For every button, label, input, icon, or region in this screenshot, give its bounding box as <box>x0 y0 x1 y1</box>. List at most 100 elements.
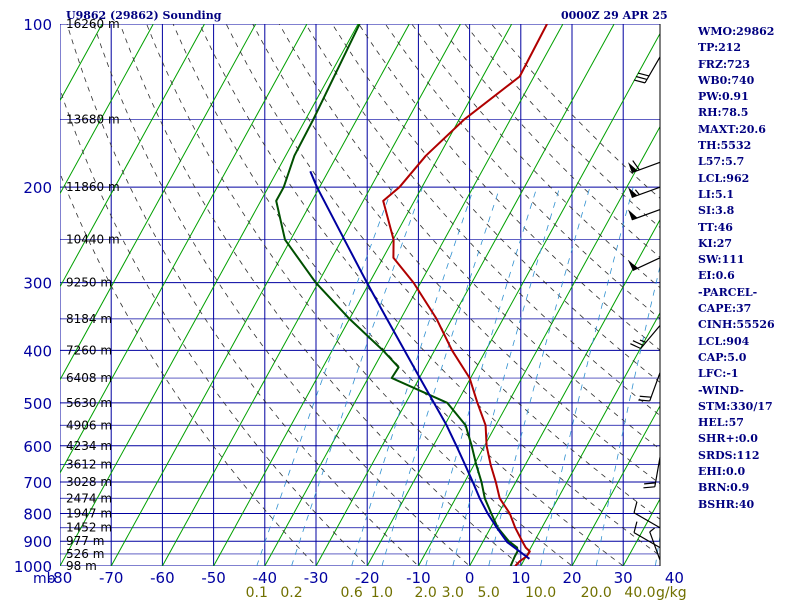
barb-pennant <box>628 260 639 271</box>
pressure-tick-label: 700 <box>23 474 52 492</box>
index-item: CINH:55526 <box>698 318 775 332</box>
index-item: MAXT:20.6 <box>698 122 766 136</box>
barb-flag <box>632 340 644 346</box>
height-label: 4906 m <box>66 418 112 432</box>
temperature-tick-label: -70 <box>99 569 124 587</box>
wind-barb <box>628 160 661 174</box>
index-item: STM:330/17 <box>698 399 773 413</box>
height-label: 4234 m <box>66 439 112 453</box>
isotherm-line <box>469 218 660 566</box>
isotherm-line <box>60 24 359 566</box>
height-label: 526 m <box>66 547 104 561</box>
barb-shaft <box>631 161 661 174</box>
wind-barb <box>643 457 661 489</box>
barb-half-flag <box>649 527 656 533</box>
dry-adiabat-line <box>331 24 660 383</box>
mixing-ratio-label: 1.0 <box>371 585 393 600</box>
index-item: HEL:57 <box>698 416 744 430</box>
pressure-axis-label: mb <box>33 571 56 587</box>
wind-barb <box>633 501 661 529</box>
mixing-ratio-unit-label: g/kg <box>656 585 687 600</box>
index-item: EHI:0.0 <box>698 465 746 479</box>
temperature-tick-label: 40 <box>665 569 684 587</box>
pressure-tick-label: 500 <box>23 395 52 413</box>
barb-flag <box>633 521 638 533</box>
wind-barb <box>633 56 661 84</box>
pressure-tick-label: 600 <box>23 438 52 456</box>
temperature-tick-label: 30 <box>614 569 633 587</box>
temperature-tick-label: -80 <box>48 569 73 587</box>
wind-barb <box>633 521 661 549</box>
height-label: 3612 m <box>66 458 112 472</box>
temperature-tick-label: -50 <box>201 569 226 587</box>
mixing-ratio-label: 0.6 <box>340 585 362 600</box>
chart-title: U9862 (29862) Sounding <box>66 9 222 22</box>
pressure-tick-label: 900 <box>23 533 52 551</box>
mixing-ratio-line <box>595 264 660 566</box>
barb-flag <box>638 399 650 402</box>
temperature-tick-label: 0 <box>465 569 475 587</box>
temperature-tick-label: -10 <box>406 569 431 587</box>
wind-barb <box>628 257 661 272</box>
barb-pennant <box>628 209 638 220</box>
temperature-tick-label: -20 <box>355 569 380 587</box>
dry-adiabat-line <box>411 24 660 289</box>
wind-barb <box>630 325 661 350</box>
isotherm-line <box>417 125 660 566</box>
index-item: SHR+:0.0 <box>698 432 758 446</box>
mixing-ratio-label: 5.0 <box>478 585 500 600</box>
mixing-ratio-line <box>256 187 393 566</box>
mixing-ratio-label: 40.0 <box>624 585 655 600</box>
barb-shaft <box>654 457 661 487</box>
mixing-ratio-line <box>381 187 501 566</box>
index-item: -PARCEL- <box>698 285 758 299</box>
dry-adiabat-line <box>119 24 522 566</box>
mixing-ratio-line <box>488 187 591 566</box>
dewpoint-trace <box>275 24 519 566</box>
barb-flag <box>635 75 648 80</box>
barb-shaft <box>633 512 661 529</box>
index-item: SW:111 <box>698 253 745 267</box>
height-label: 3028 m <box>66 475 112 489</box>
barb-shaft <box>640 325 661 349</box>
barb-flag <box>633 501 638 513</box>
height-label: 16260 m <box>66 17 120 31</box>
index-item: TP:212 <box>698 41 742 55</box>
index-item: BSHR:40 <box>698 497 755 511</box>
barb-pennant <box>628 187 638 198</box>
index-item: LCL:962 <box>698 171 750 185</box>
dry-adiabat-line <box>93 24 471 566</box>
index-item: CAPE:37 <box>698 302 752 316</box>
isotherm-line <box>161 24 461 566</box>
mixing-ratio-label: 2.0 <box>415 585 437 600</box>
height-label: 2474 m <box>66 491 112 505</box>
mixing-ratio-label: 0.1 <box>246 585 268 600</box>
isotherm-line <box>315 24 615 566</box>
barb-shaft <box>631 209 661 221</box>
index-item: PW:0.91 <box>698 90 749 104</box>
index-item: SI:3.8 <box>698 204 735 218</box>
barb-shaft <box>632 257 661 272</box>
mixing-ratio-label: 0.2 <box>280 585 302 600</box>
pressure-tick-label: 200 <box>23 179 52 197</box>
sounding-indices: WMO:29862 TP:212 FRZ:723 WB0:740 PW:0.91 RH:7… <box>698 24 775 513</box>
height-label: 11860 m <box>66 180 120 194</box>
height-label: 8184 m <box>66 312 112 326</box>
height-label: 1947 m <box>66 506 112 520</box>
height-label: 98 m <box>66 559 97 573</box>
index-item: CAP:5.0 <box>698 350 747 364</box>
barb-shaft <box>644 56 661 84</box>
height-label: 6408 m <box>66 371 112 385</box>
index-item: LFC:-1 <box>698 367 739 381</box>
height-label: 10440 m <box>66 233 120 247</box>
index-item: RH:78.5 <box>698 106 749 120</box>
temperature-tick-label: -30 <box>304 569 329 587</box>
mixing-ratio-line <box>291 187 423 566</box>
barb-flag <box>633 79 646 84</box>
pressure-tick-label: 400 <box>23 342 52 360</box>
isotherm-line <box>213 24 513 566</box>
temperature-tick-label: -40 <box>253 569 278 587</box>
wind-barb <box>649 527 661 561</box>
height-label: 1452 m <box>66 521 112 535</box>
dry-adiabat-line <box>252 24 660 485</box>
